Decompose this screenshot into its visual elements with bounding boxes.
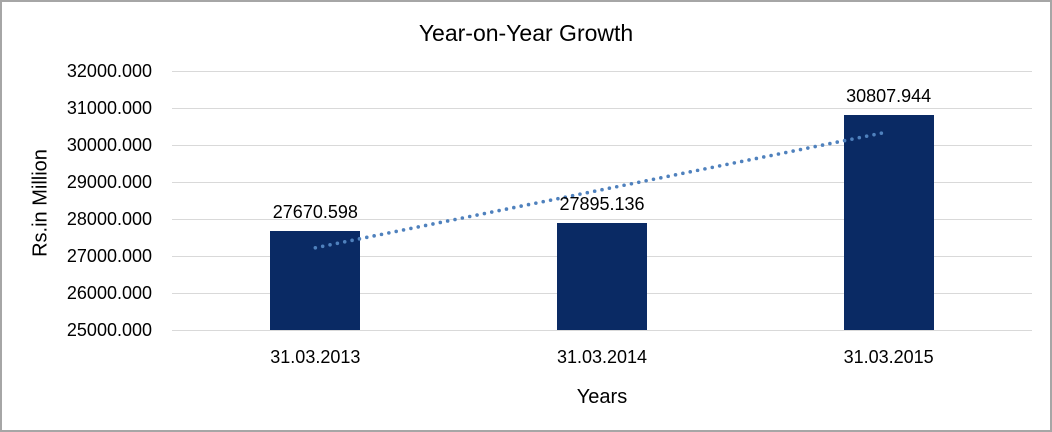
plot-area: 27670.598 27895.136 30807.944 xyxy=(172,71,1032,331)
y-tick-label: 29000.000 xyxy=(66,172,152,192)
chart-title: Year-on-Year Growth xyxy=(418,20,634,46)
y-tick-label: 31000.000 xyxy=(66,98,152,118)
x-tick-label: 31.03.2013 xyxy=(270,347,361,367)
x-tick-label: 31.03.2014 xyxy=(556,347,648,367)
data-label: 27895.136 xyxy=(559,193,645,214)
y-tick-label: 28000.000 xyxy=(66,209,152,229)
gridline xyxy=(172,330,1032,331)
y-tick-label: 32000.000 xyxy=(66,61,152,81)
gridline xyxy=(172,145,1032,146)
x-axis-title: Years xyxy=(576,386,628,408)
gridline xyxy=(172,71,1032,72)
y-tick-label: 25000.000 xyxy=(66,320,152,340)
y-axis-title: Rs.in Million xyxy=(29,149,52,257)
data-label: 30807.944 xyxy=(846,86,932,107)
linear-trendline xyxy=(313,129,891,250)
x-tick-label: 31.03.2015 xyxy=(843,347,934,367)
bar-31.03.2014 xyxy=(557,222,647,330)
y-tick-label: 26000.000 xyxy=(66,283,152,303)
y-tick-label: 27000.000 xyxy=(66,246,152,266)
gridline xyxy=(172,108,1032,109)
y-tick-label: 30000.000 xyxy=(66,135,152,155)
gridline xyxy=(172,219,1032,220)
bar-31.03.2015 xyxy=(843,115,934,330)
data-label: 27670.598 xyxy=(272,202,358,223)
gridline xyxy=(172,182,1032,183)
trendline xyxy=(313,129,891,250)
